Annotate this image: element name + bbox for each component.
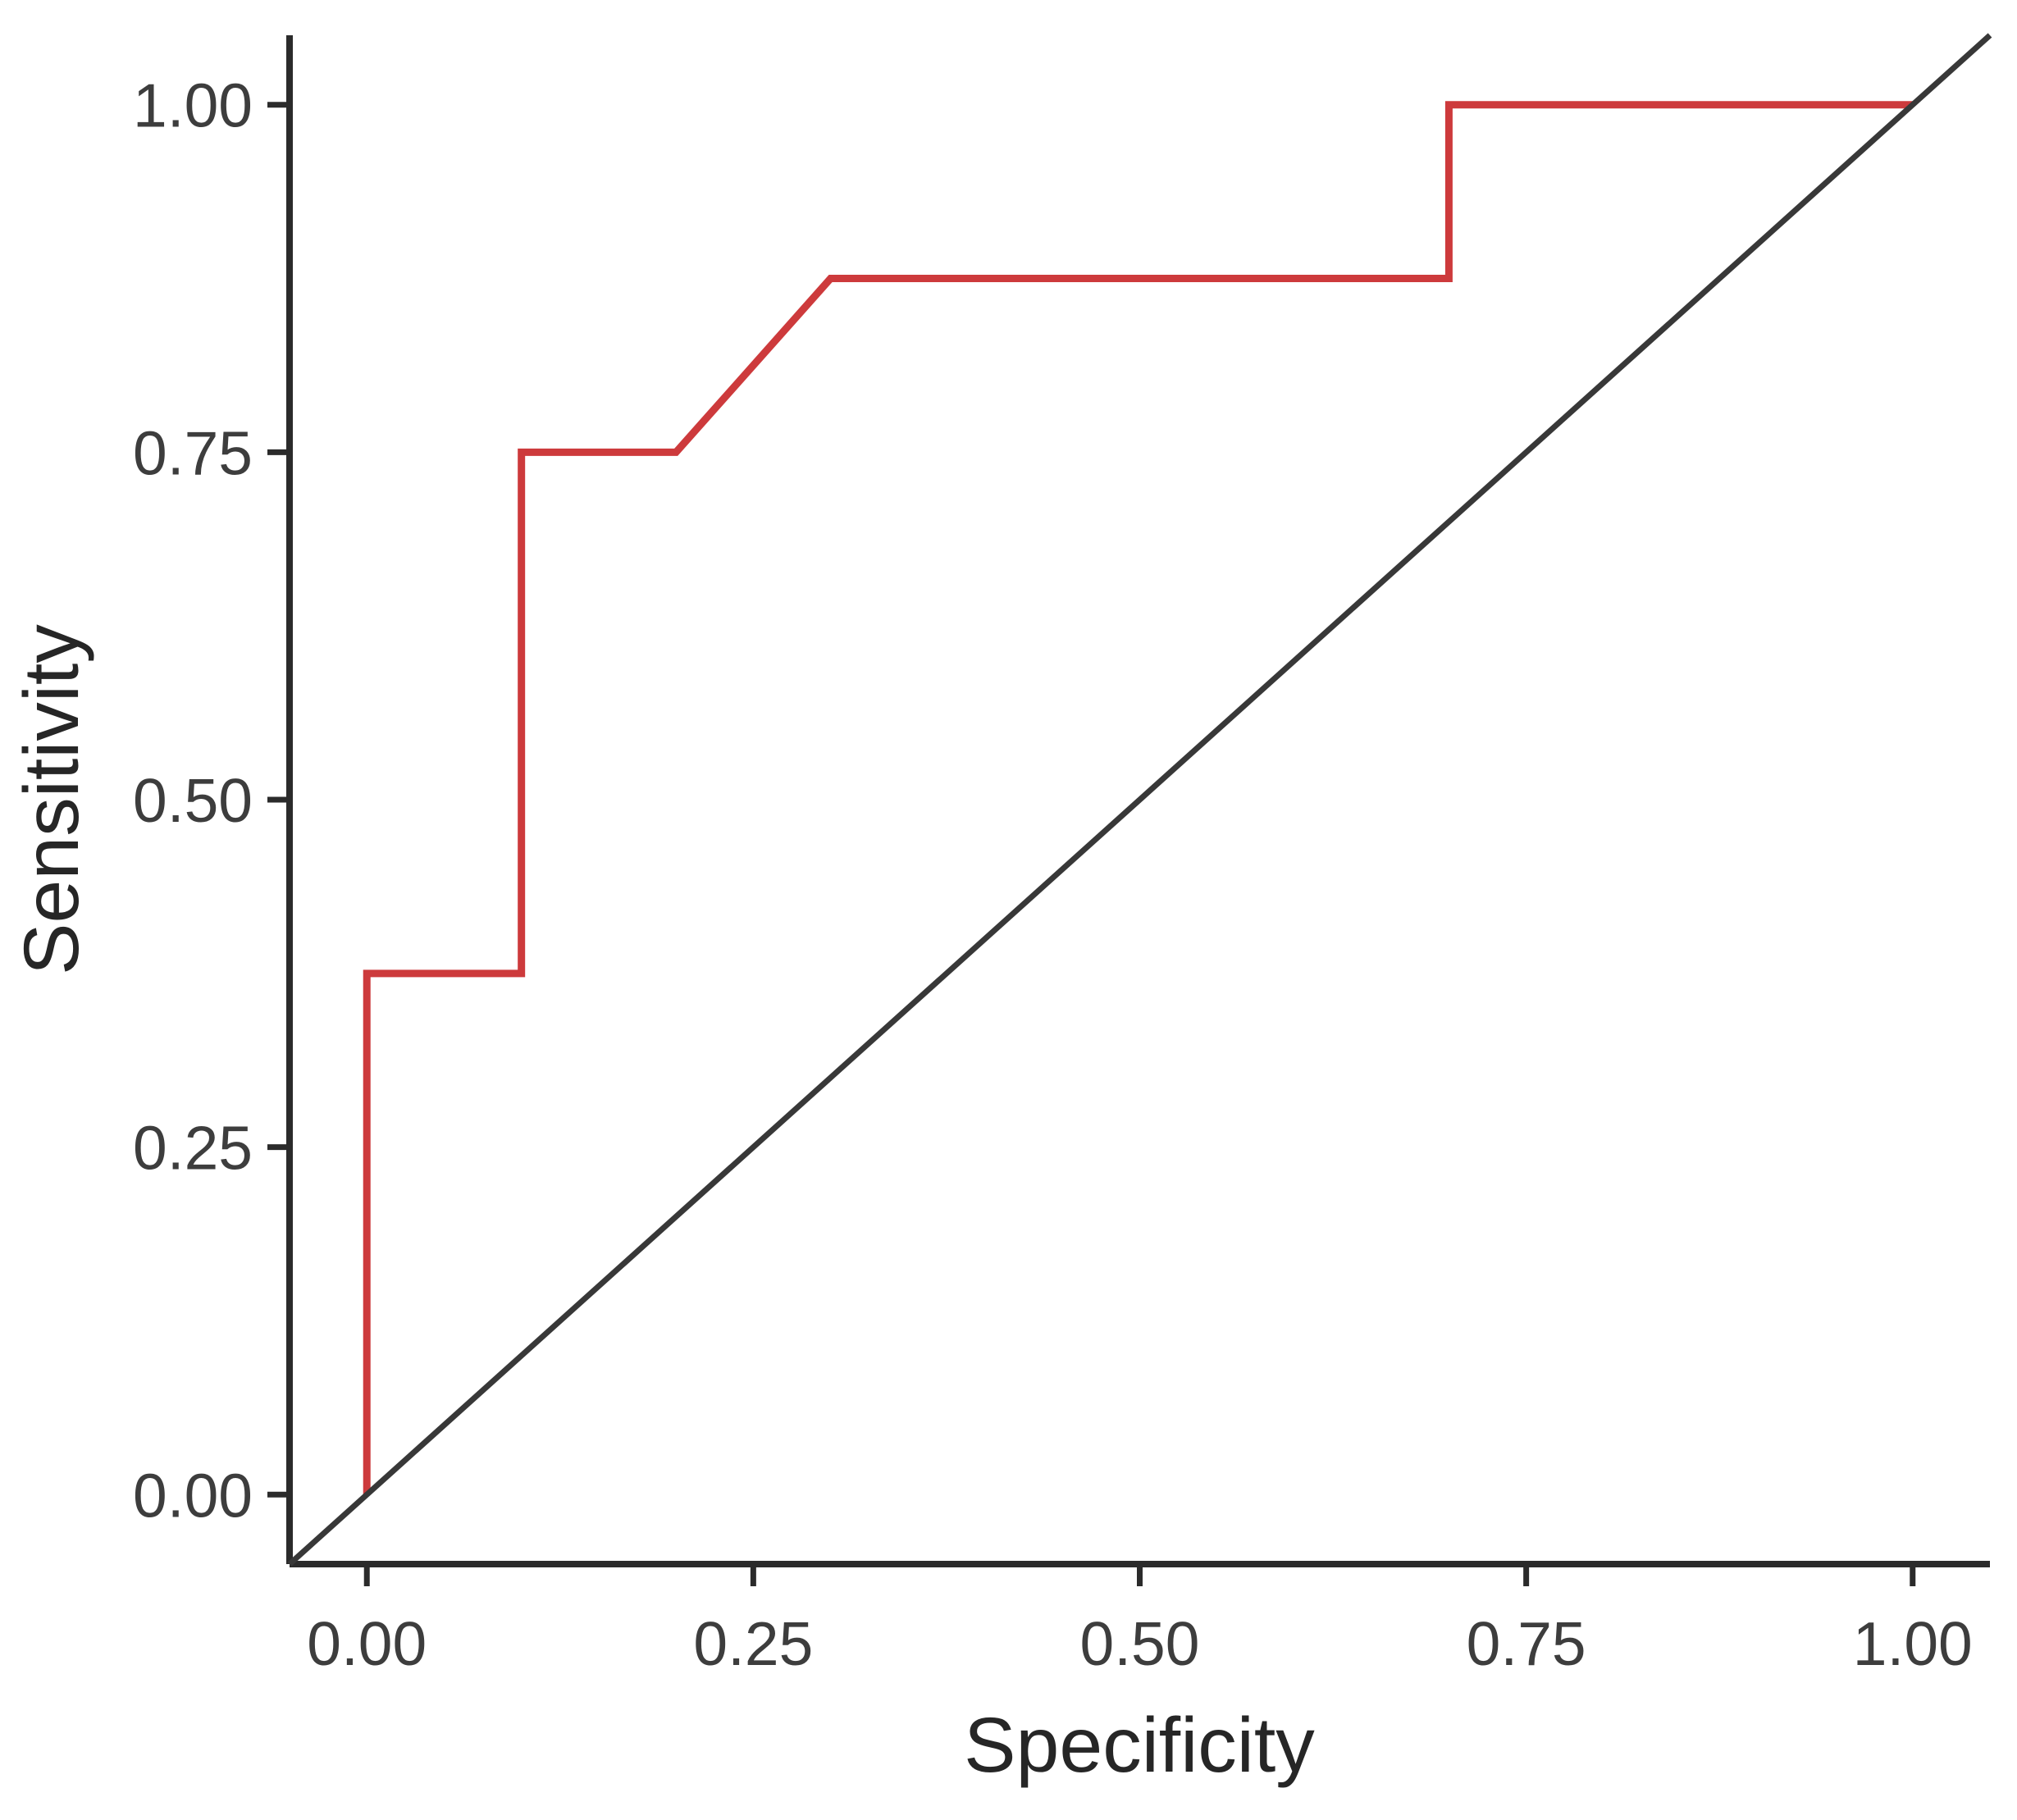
x-tick-label: 0.25 [693,1609,813,1678]
x-tick-label: 0.50 [1080,1609,1200,1678]
y-tick-label: 0.00 [133,1461,253,1530]
roc-curve [363,101,1913,1495]
y-tick-label: 0.75 [133,418,253,487]
y-tick-label: 0.25 [133,1114,253,1183]
x-axis-title: Specificity [964,1702,1315,1789]
x-tick-label: 0.75 [1467,1609,1586,1678]
series-layer [287,33,1992,1567]
x-tick-label: 1.00 [1853,1609,1973,1678]
x-tick-label: 0.00 [307,1609,427,1678]
reference-diagonal [287,33,1992,1567]
y-axis-title: Sensitivity [8,624,95,975]
y-tick-label: 0.50 [133,766,253,835]
y-tick-label: 1.00 [133,71,253,140]
axes-layer: 0.00 0.25 0.50 0.75 1.00 0.00 0.25 0.50 0.75 1.00 [133,35,1990,1678]
